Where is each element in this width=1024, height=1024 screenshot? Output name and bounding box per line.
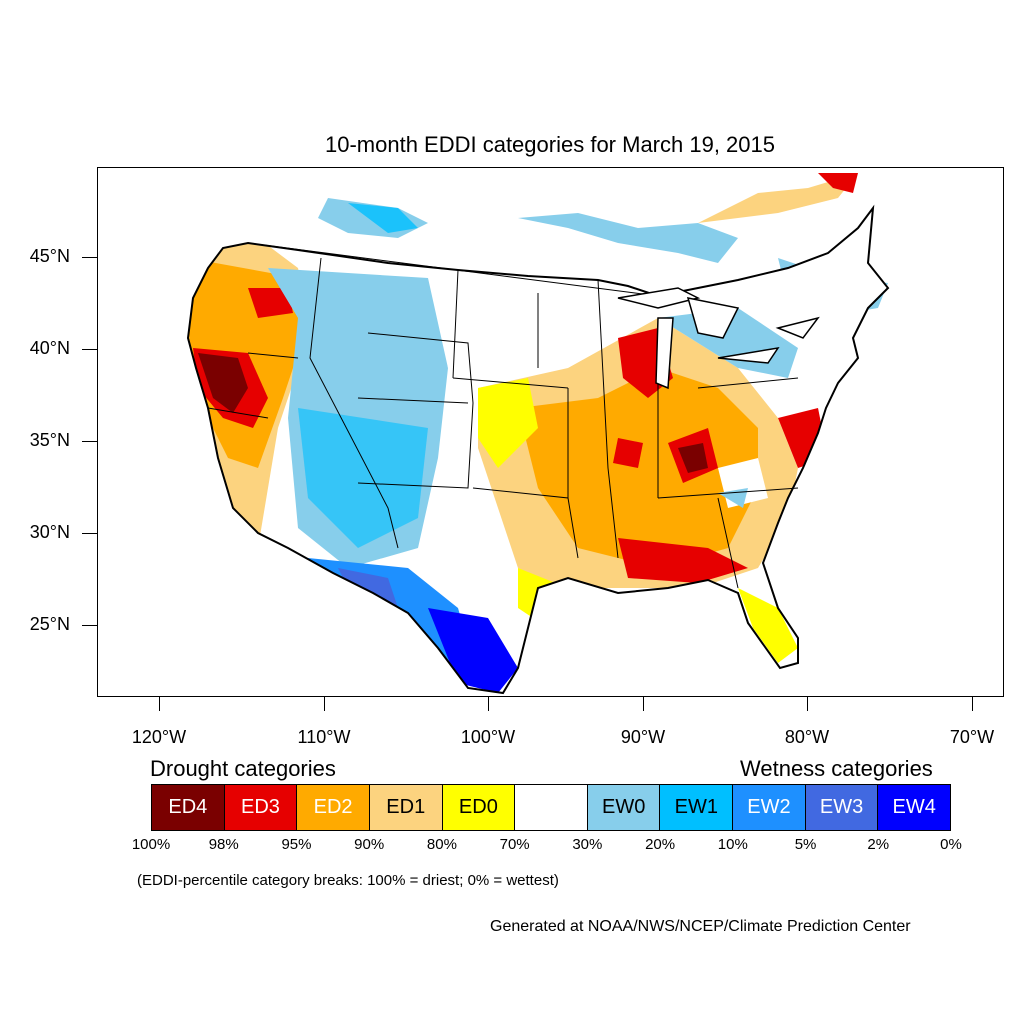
legend-swatch-ew1: EW1 [660,785,734,830]
lat-tick [82,441,97,442]
great-lakes [617,287,820,390]
lon-tick [159,697,160,711]
lon-label-80: 80°W [784,727,830,747]
legend-break-label: 20% [645,836,676,853]
legend-break-label: 70% [499,836,530,853]
legend-swatch-ed0: ED0 [442,785,516,830]
legend-break-label: 30% [572,836,603,853]
map-area [97,167,1004,697]
lat-label-35: 35°N [29,430,70,450]
legend-break-label: 2% [867,836,890,853]
lat-tick [82,533,97,534]
legend-swatch-ed2: ED2 [297,785,370,830]
credit-line: Generated at NOAA/NWS/NCEP/Climate Predi… [490,918,911,935]
legend-break-label: 5% [794,836,817,853]
legend-swatch-ew2: EW2 [733,785,806,830]
legend-swatch-ed4: ED4 [152,785,225,830]
coastline [186,204,890,695]
legend-swatch-ew0: EW0 [587,785,661,830]
legend-swatch-ew4: EW4 [878,785,951,830]
lon-label-70: 70°W [949,727,995,747]
legend-break-label: 95% [281,836,312,853]
eddi-map [186,173,890,695]
legend-break-label: 100% [131,836,171,853]
lat-label-45: 45°N [29,246,70,266]
legend-swatch-ew3: EW3 [805,785,879,830]
lon-label-120: 120°W [131,727,187,747]
lon-tick [324,697,325,711]
lon-tick [807,697,808,711]
legend-break-label: 90% [354,836,385,853]
wetness-heading: Wetness categories [740,756,933,781]
lon-tick [643,697,644,711]
legend-break-label: 98% [208,836,239,853]
lon-label-90: 90°W [620,727,666,747]
breaks-note: (EDDI-percentile category breaks: 100% =… [137,872,559,889]
lon-tick [972,697,973,711]
legend-swatch-ed3: ED3 [224,785,298,830]
lat-label-25: 25°N [29,614,70,634]
lat-tick [82,625,97,626]
legend-swatch-neutral [515,785,588,830]
legend-break-label: 0% [940,836,962,853]
lat-label-30: 30°N [29,522,70,542]
drought-heading: Drought categories [150,756,336,781]
lon-label-110: 110°W [297,727,351,747]
lat-tick [82,349,97,350]
legend-break-label: 80% [426,836,457,853]
legend-swatch-ed1: ED1 [369,785,443,830]
lon-tick [488,697,489,711]
map-title: 10-month EDDI categories for March 19, 2… [324,132,775,157]
legend-colorbar: ED4 ED3 ED2 ED1 ED0 EW0 EW1 EW2 EW3 EW4 [151,784,951,831]
lon-label-100: 100°W [460,727,516,747]
lat-tick [82,257,97,258]
lat-label-40: 40°N [29,338,70,358]
legend-break-label: 10% [717,836,748,853]
